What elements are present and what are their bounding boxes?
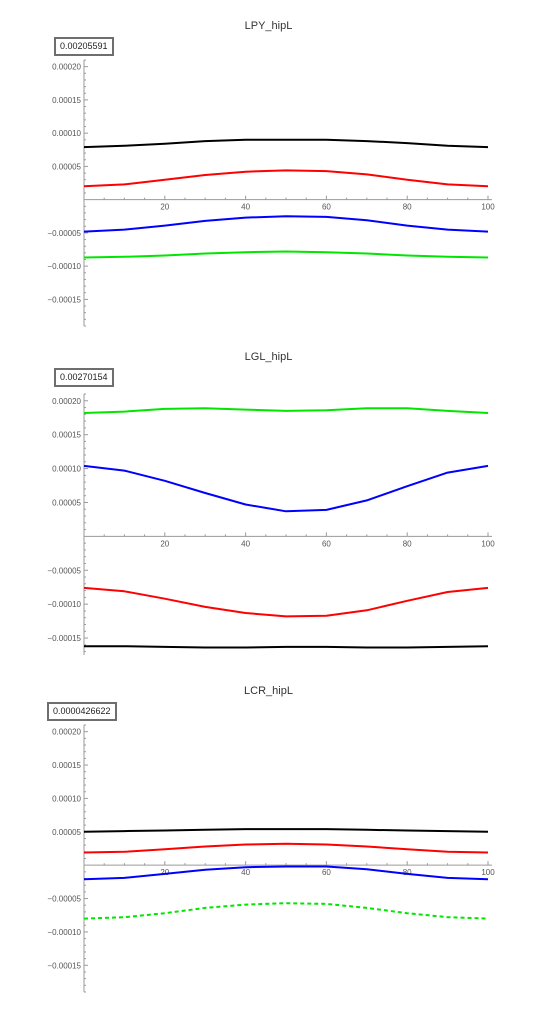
x-tick-label: 100 [481, 539, 495, 548]
series-line-4 [84, 645, 489, 649]
x-tick-label: 60 [322, 868, 331, 877]
series-line-4 [83, 902, 489, 920]
y-tick-label: −0.00005 [47, 566, 81, 575]
y-tick-label: 0.00005 [52, 162, 81, 171]
y-tick-label: −0.00005 [47, 895, 81, 904]
y-tick-label: 0.00005 [52, 498, 81, 507]
series-line-1 [83, 828, 489, 833]
y-tick-label: 0.00010 [52, 129, 81, 138]
series-line-2 [83, 842, 489, 854]
x-tick-label: 80 [403, 203, 412, 212]
x-tick-label: 20 [160, 203, 169, 212]
boxed-value: 0.00205591 [54, 37, 114, 56]
x-tick-label: 40 [241, 868, 250, 877]
chart-title: LPY_hipL [244, 20, 293, 32]
chart-plot-lpy-hipl: 20 40 60 80 100 −0.00015 −0.00010 −0.00005 0.000… [47, 59, 495, 327]
y-tick-label: 0.00020 [52, 728, 81, 737]
chart-plot-lgl-hipl: 20 40 60 80 100 −0.00015 −0.00010 −0.00005 0.000… [47, 393, 495, 655]
x-tick-label: 100 [481, 203, 495, 212]
y-tick-label: −0.00010 [47, 928, 81, 937]
x-tick-label: 20 [160, 868, 169, 877]
x-tick-label: 40 [241, 203, 250, 212]
x-tick-label: 80 [403, 868, 412, 877]
x-tick-label: 100 [481, 868, 495, 877]
y-tick-label: 0.00020 [52, 63, 81, 72]
boxed-value: 0.0000426622 [47, 702, 117, 721]
y-tick-label: 0.00015 [52, 761, 81, 770]
chart-title: LGL_hipL [244, 351, 293, 363]
y-tick-label: −0.00015 [47, 634, 81, 643]
series-line-3 [83, 215, 489, 233]
x-tick-label: 80 [403, 539, 412, 548]
chart-plot-lcr-hipl: 20 40 60 80 100 −0.00015 −0.00010 −0.00005 0.000… [47, 724, 495, 993]
series-line-2 [83, 464, 489, 513]
y-tick-label: −0.00005 [47, 229, 81, 238]
y-tick-label: 0.00020 [52, 397, 81, 406]
y-tick-label: −0.00010 [47, 262, 81, 271]
series-line-3 [83, 586, 489, 618]
y-tick-label: −0.00010 [47, 600, 81, 609]
y-tick-label: −0.00015 [47, 961, 81, 970]
series-line-1 [83, 138, 489, 149]
series-line-2 [83, 169, 489, 188]
x-tick-label: 40 [241, 539, 250, 548]
series-line-1 [83, 407, 489, 414]
x-tick-label: 60 [322, 203, 331, 212]
chart-panel-lcr-hipl: LCR_hipL 0.0000426622 20 40 60 80 100 −0.0001… [0, 666, 537, 996]
series-line-3 [83, 865, 489, 881]
y-tick-label: 0.00015 [52, 96, 81, 105]
y-tick-label: 0.00015 [52, 431, 81, 440]
boxed-value: 0.00270154 [54, 368, 114, 387]
x-tick-label: 60 [322, 539, 331, 548]
y-tick-label: 0.00010 [52, 794, 81, 803]
y-tick-label: −0.00015 [47, 295, 81, 304]
series-line-4 [83, 250, 489, 259]
y-tick-label: 0.00010 [52, 465, 81, 474]
chart-title: LCR_hipL [244, 685, 293, 697]
x-tick-label: 20 [160, 539, 169, 548]
y-tick-label: 0.00005 [52, 828, 81, 837]
chart-panel-lgl-hipl: LGL_hipL 0.00270154 20 40 60 80 100 −0.00015 −… [0, 333, 537, 663]
chart-panel-lpy-hipl: LPY_hipL 0.00205591 20 40 60 80 100 −0.00015 −… [0, 0, 537, 330]
